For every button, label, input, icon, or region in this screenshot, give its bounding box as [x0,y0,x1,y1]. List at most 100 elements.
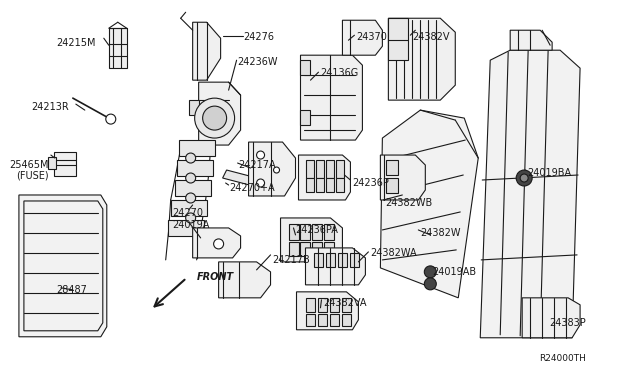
Bar [307,160,314,178]
Bar [326,178,335,192]
Circle shape [106,114,116,124]
Circle shape [520,174,528,182]
Text: 24382V: 24382V [412,32,450,42]
Bar [326,160,335,178]
Bar [326,253,335,267]
Bar [307,178,314,192]
Text: R24000TH: R24000TH [540,354,586,363]
Polygon shape [298,155,351,200]
Text: 24217B: 24217B [273,255,310,265]
Polygon shape [189,100,198,115]
Circle shape [516,170,532,186]
Text: 24270+A: 24270+A [230,183,275,193]
Polygon shape [480,50,580,338]
Circle shape [273,167,280,173]
Bar [312,224,323,240]
Text: 25465M: 25465M [10,160,49,170]
Polygon shape [388,18,455,100]
Circle shape [203,106,227,130]
Polygon shape [193,228,241,258]
Text: 24215M: 24215M [56,38,96,48]
Polygon shape [223,170,273,190]
Polygon shape [342,20,382,55]
Polygon shape [296,292,358,330]
Text: 24276: 24276 [244,32,275,42]
Circle shape [195,98,235,138]
Bar [171,200,207,216]
Bar [387,178,398,193]
Circle shape [186,173,196,183]
Text: 24236W: 24236W [237,57,278,67]
Text: 24370: 24370 [356,32,387,42]
Bar [307,298,316,312]
Bar [307,314,316,326]
Bar [168,220,204,236]
Polygon shape [109,28,127,68]
Circle shape [186,193,196,203]
Circle shape [186,153,196,163]
Text: 24236PA: 24236PA [296,225,339,235]
Polygon shape [219,262,271,298]
Bar [48,157,56,169]
Polygon shape [301,55,362,140]
Bar [301,224,310,240]
Bar [54,152,76,176]
Bar [342,314,351,326]
Bar [330,314,339,326]
Bar [175,180,211,196]
Bar [289,242,298,256]
Text: 24019BA: 24019BA [527,168,572,178]
Bar [324,224,335,240]
Text: 24213R: 24213R [31,102,69,112]
Bar [312,242,323,256]
Polygon shape [388,18,408,60]
Bar [177,160,212,176]
Bar [387,160,398,175]
Bar [301,60,310,75]
Bar [337,178,344,192]
Bar [314,253,323,267]
Circle shape [257,151,264,159]
Text: (FUSE): (FUSE) [16,170,49,180]
Text: 28487: 28487 [56,285,87,295]
Bar [319,314,328,326]
Bar [301,242,310,256]
Text: 24136G: 24136G [321,68,359,78]
Bar [301,110,310,125]
Circle shape [257,179,264,187]
Bar [289,224,298,240]
Text: 24382W: 24382W [420,228,461,238]
Polygon shape [280,218,342,262]
Circle shape [424,266,436,278]
Polygon shape [380,110,478,298]
Circle shape [214,239,223,249]
Bar [316,178,324,192]
Bar [316,160,324,178]
Polygon shape [248,142,296,196]
Bar [339,253,348,267]
Text: 24383P: 24383P [549,318,586,328]
Polygon shape [193,22,221,80]
Text: 24382WB: 24382WB [385,198,433,208]
Bar [179,140,214,156]
Text: 24217A: 24217A [239,160,276,170]
Text: FRONT: FRONT [196,272,234,282]
Bar [324,242,335,256]
Text: 24382VA: 24382VA [323,298,367,308]
Bar [319,298,328,312]
Text: 24019AB: 24019AB [432,267,476,277]
Bar [342,298,351,312]
Polygon shape [19,195,107,337]
Text: 24019A: 24019A [173,220,210,230]
Text: 24382WA: 24382WA [371,248,417,258]
Bar [351,253,360,267]
Bar [337,160,344,178]
Circle shape [186,213,196,223]
Text: 24270: 24270 [173,208,204,218]
Polygon shape [510,30,552,50]
Circle shape [424,278,436,290]
Text: 24236P: 24236P [353,178,389,188]
Polygon shape [380,155,426,200]
Bar [330,298,339,312]
Polygon shape [522,298,580,338]
